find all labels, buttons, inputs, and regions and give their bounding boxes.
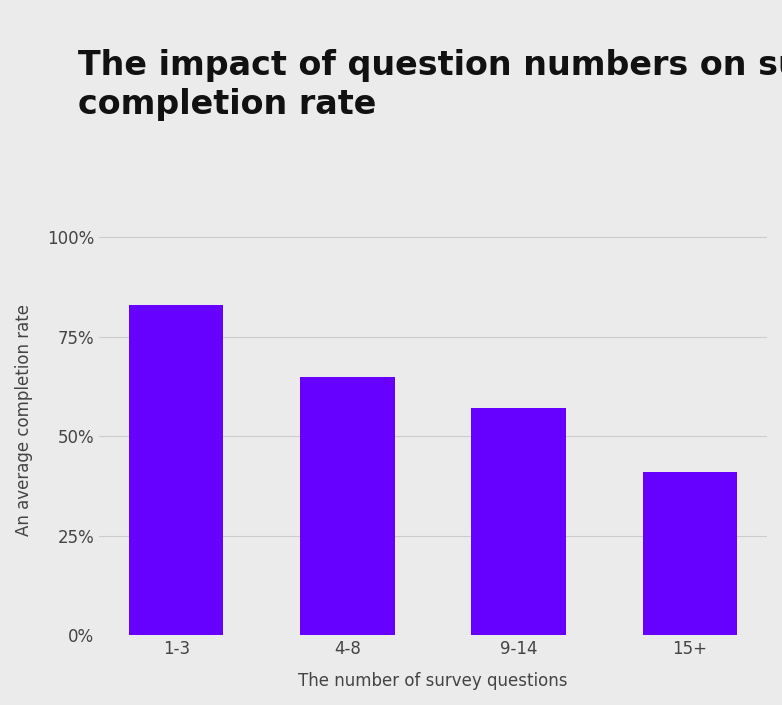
Bar: [472, 408, 565, 635]
Bar: [300, 376, 394, 635]
X-axis label: The number of survey questions: The number of survey questions: [298, 672, 568, 690]
Bar: [643, 472, 737, 635]
Bar: [129, 305, 224, 635]
Y-axis label: An average completion rate: An average completion rate: [15, 305, 33, 537]
Text: The impact of question numbers on survey
completion rate: The impact of question numbers on survey…: [78, 49, 782, 121]
